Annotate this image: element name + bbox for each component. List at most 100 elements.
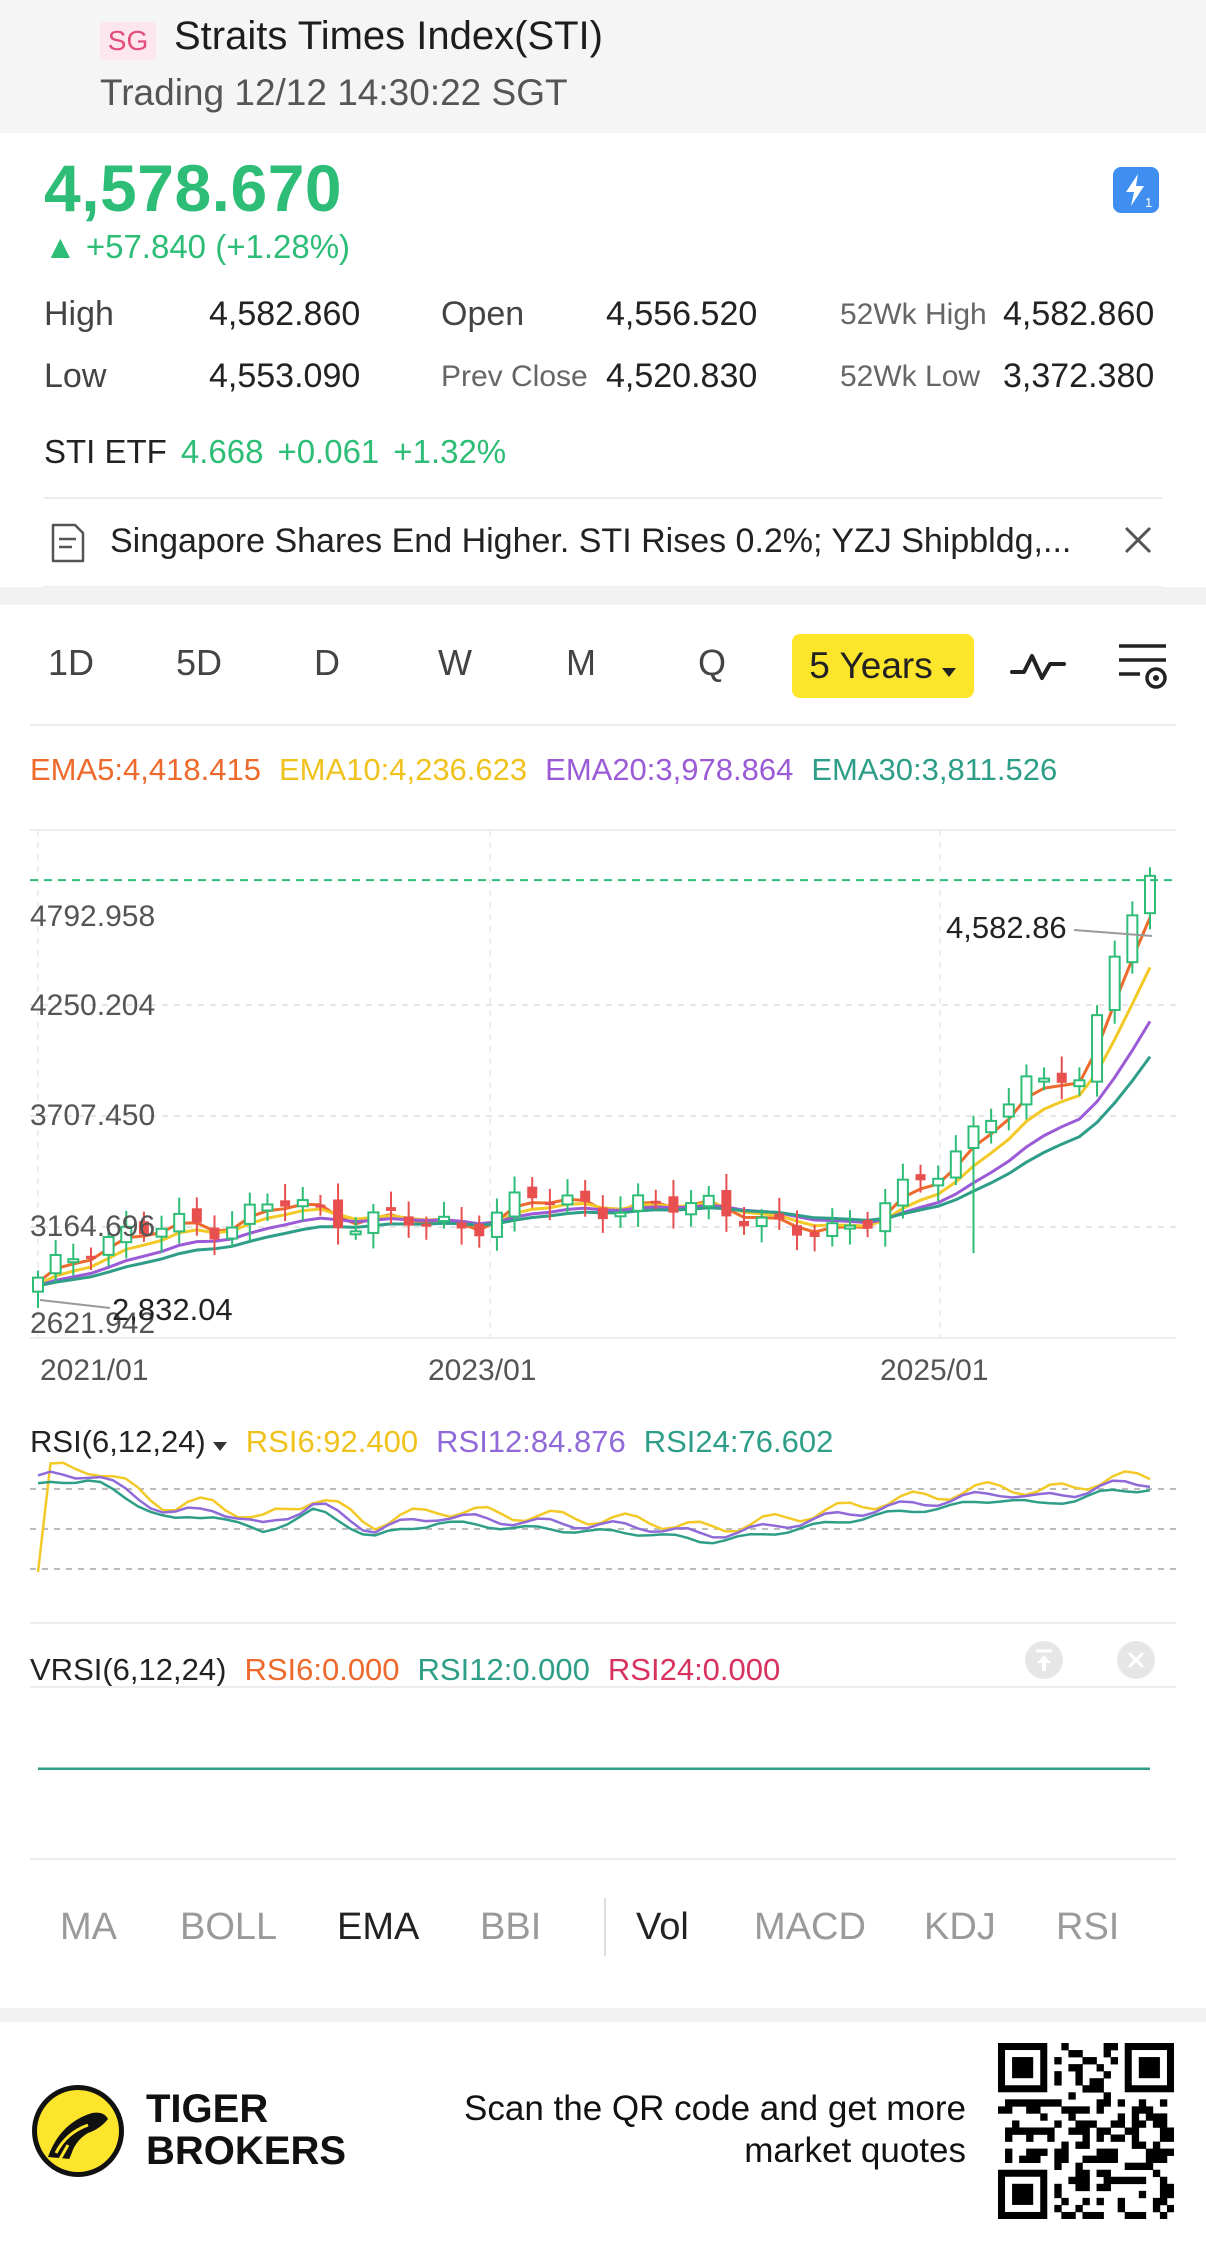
candle-body	[296, 1199, 309, 1208]
tab-week[interactable]: W	[438, 642, 472, 683]
etf-name: STI ETF	[44, 433, 167, 470]
rsi24-label: RSI24:76.602	[643, 1424, 834, 1459]
candle-body	[1073, 1079, 1086, 1088]
candles	[32, 867, 1156, 1309]
candle-body	[120, 1225, 133, 1244]
candle-body	[597, 1207, 608, 1220]
candle-body	[527, 1186, 538, 1199]
candle-body	[508, 1191, 521, 1218]
indicator-macd[interactable]: MACD	[754, 1906, 866, 1948]
prev-close-label: Prev Close	[441, 360, 588, 393]
candle-body	[614, 1211, 627, 1218]
wk52-high-label: 52Wk High	[840, 298, 987, 331]
ema30-label: EMA30:3,811.526	[811, 752, 1058, 787]
cta-line-1: Scan the QR code and get more	[464, 2089, 966, 2128]
rsi-selector[interactable]: RSI(6,12,24)	[30, 1424, 228, 1459]
candle-body	[1002, 1103, 1015, 1118]
x-tick-label: 2023/01	[428, 1354, 536, 1387]
section-gap	[0, 587, 1206, 605]
indicator-kdj[interactable]: KDJ	[924, 1906, 996, 1948]
grid-lines	[30, 829, 1176, 1339]
svg-text:1: 1	[1145, 195, 1152, 210]
etf-price: 4.668	[180, 433, 264, 470]
candle-body	[544, 1202, 555, 1206]
candle-body	[702, 1194, 715, 1208]
candle-body	[721, 1190, 732, 1217]
indicator-bbi[interactable]: BBI	[480, 1906, 542, 1948]
candle-body	[774, 1213, 785, 1220]
indicator-separator	[604, 1898, 606, 1956]
divider	[30, 1858, 1176, 1860]
tab-5d[interactable]: 5D	[176, 642, 223, 683]
wk52-low-label: 52Wk Low	[840, 360, 981, 393]
trading-status: Trading 12/12 14:30:22 SGT	[100, 72, 568, 113]
ema30-line	[37, 1055, 1152, 1288]
candle-body	[1126, 914, 1139, 964]
news-ticker[interactable]: Singapore Shares End Higher. STI Rises 0…	[44, 500, 1164, 586]
ema20-label: EMA20:3,978.864	[545, 752, 794, 787]
candle-body	[209, 1227, 220, 1240]
high-label: High	[44, 295, 114, 333]
candle-body	[896, 1178, 909, 1207]
rsi6-label: RSI6:92.400	[245, 1424, 419, 1459]
x-axis-labels: 2021/01 2023/01 2025/01	[40, 1354, 988, 1387]
tab-5-years[interactable]: 5 Years	[792, 634, 974, 698]
candle-body	[349, 1230, 362, 1236]
indicator-wave-icon[interactable]	[1010, 646, 1066, 691]
rsi-legend: RSI(6,12,24) RSI6:92.400 RSI12:84.876 RSI24…	[30, 1424, 851, 1460]
rsi12-label: RSI12:84.876	[436, 1424, 626, 1459]
flash-icon[interactable]: 1	[1113, 167, 1159, 213]
etf-row[interactable]: STI ETF 4.668 +0.061 +1.32%	[44, 433, 506, 471]
last-price: 4,578.670	[44, 151, 343, 225]
candle-body	[191, 1208, 202, 1223]
candle-body	[226, 1226, 239, 1240]
remove-indicator-icon[interactable]	[1116, 1640, 1156, 1685]
price-chart[interactable]: 4792.958 4250.204 3707.450 3164.696 2621…	[0, 790, 1206, 1390]
y-tick-label: 4792.958	[30, 900, 155, 933]
ema5-label: EMA5:4,418.415	[30, 752, 261, 787]
indicator-vol[interactable]: Vol	[636, 1906, 689, 1948]
tab-quarter[interactable]: Q	[698, 642, 727, 683]
divider	[30, 724, 1176, 726]
vrsi-label: VRSI(6,12,24)	[30, 1652, 227, 1687]
news-headline[interactable]: Singapore Shares End Higher. STI Rises 0…	[110, 522, 1072, 560]
candle-body	[650, 1200, 661, 1204]
indicator-rsi[interactable]: RSI	[1056, 1906, 1120, 1948]
candle-body	[102, 1236, 115, 1256]
candle-body	[85, 1255, 96, 1259]
vrsi-rsi24-label: RSI24:0.000	[607, 1652, 781, 1687]
market-badge: SG	[100, 22, 156, 60]
candle-body	[49, 1253, 62, 1275]
indicator-boll[interactable]: BOLL	[180, 1906, 278, 1948]
candle-body	[315, 1204, 326, 1208]
candle-body	[490, 1211, 503, 1238]
low-marker: 2,832.04	[39, 1292, 233, 1327]
candle-body	[755, 1216, 768, 1227]
y-tick-label: 4250.204	[30, 989, 155, 1022]
x-tick-label: 2025/01	[880, 1354, 988, 1387]
ema-lines	[37, 916, 1152, 1288]
qr-call-to-action: Scan the QR code and get more market quo…	[464, 2088, 966, 2172]
y-axis-labels: 4792.958 4250.204 3707.450 3164.696 2621…	[30, 900, 155, 1340]
candle-body	[826, 1222, 839, 1237]
vrsi-rsi6-label: RSI6:0.000	[244, 1652, 400, 1687]
pin-top-icon[interactable]	[1024, 1640, 1064, 1685]
tab-month[interactable]: M	[566, 642, 596, 683]
rsi-chart[interactable]	[0, 1460, 1206, 1620]
candle-body	[243, 1203, 256, 1225]
candle-body	[67, 1258, 80, 1264]
brand-line-2: BROKERS	[146, 2129, 347, 2173]
close-icon[interactable]	[1118, 520, 1158, 565]
y-tick-label: 3164.696	[30, 1210, 155, 1243]
indicator-ma[interactable]: MA	[60, 1906, 117, 1948]
chart-settings-icon[interactable]	[1116, 640, 1172, 697]
candle-body	[1038, 1077, 1051, 1083]
indicator-ema[interactable]: EMA	[337, 1906, 420, 1948]
tab-day[interactable]: D	[314, 642, 340, 683]
page-title: Straits Times Index(STI)	[174, 14, 603, 58]
candle-body	[580, 1190, 591, 1202]
candle-body	[1108, 955, 1121, 1011]
app-header: SG Straits Times Index(STI) Trading 12/1…	[0, 0, 1206, 133]
tab-1d[interactable]: 1D	[48, 642, 95, 683]
ema10-label: EMA10:4,236.623	[278, 752, 528, 787]
